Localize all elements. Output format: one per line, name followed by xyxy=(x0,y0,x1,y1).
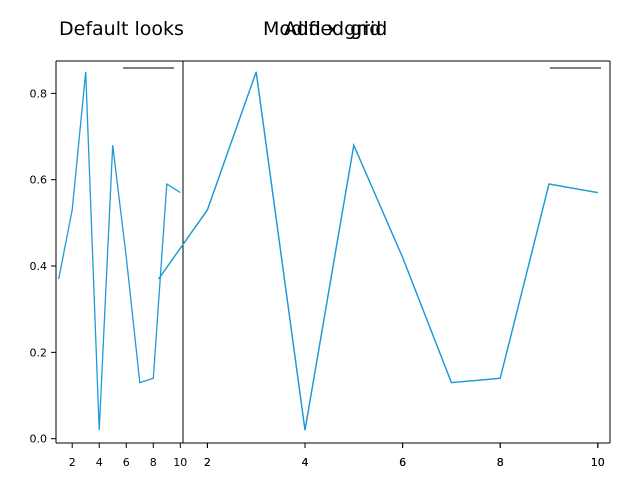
x-tick-label: 6 xyxy=(399,456,406,469)
series-line xyxy=(58,71,181,431)
x-tick-label: 10 xyxy=(591,456,605,469)
x-tick-label: 8 xyxy=(497,456,504,469)
y-tick-label: 0.2 xyxy=(30,346,48,359)
chart-panel-1: 2 4 6 8 10 xyxy=(158,60,611,469)
chart-title-add-x-grid: Add x grid xyxy=(284,18,382,40)
chart-panel-0: 2 4 6 8 10 0.0 0.2 0.4 0.6 0.8 xyxy=(30,60,187,469)
series-line xyxy=(158,71,598,431)
x-tick-label: 2 xyxy=(204,456,211,469)
x-tick-label: 4 xyxy=(302,456,309,469)
x-tick-label: 2 xyxy=(69,456,76,469)
x-tick-label: 6 xyxy=(399,456,406,469)
y-tick-label: 0.6 xyxy=(30,174,48,187)
y-tick-label: 0.4 xyxy=(30,260,48,273)
chart-title-modified-grid: Modified grid xyxy=(263,18,388,40)
x-tick-label: 2 xyxy=(204,456,211,469)
chart-panel-2: 2 4 6 8 10 xyxy=(158,60,610,469)
x-tick-label: 10 xyxy=(591,456,605,469)
x-tick-label: 10 xyxy=(173,456,187,469)
x-tick-label: 8 xyxy=(497,456,504,469)
y-tick-label: 0.0 xyxy=(30,433,48,446)
x-tick-label: 6 xyxy=(123,456,130,469)
chart-title-default-looks: Default looks xyxy=(59,18,184,40)
y-tick-label: 0.8 xyxy=(30,87,48,100)
x-tick-label: 8 xyxy=(150,456,157,469)
x-tick-label: 4 xyxy=(96,456,103,469)
x-tick-label: 4 xyxy=(302,456,309,469)
